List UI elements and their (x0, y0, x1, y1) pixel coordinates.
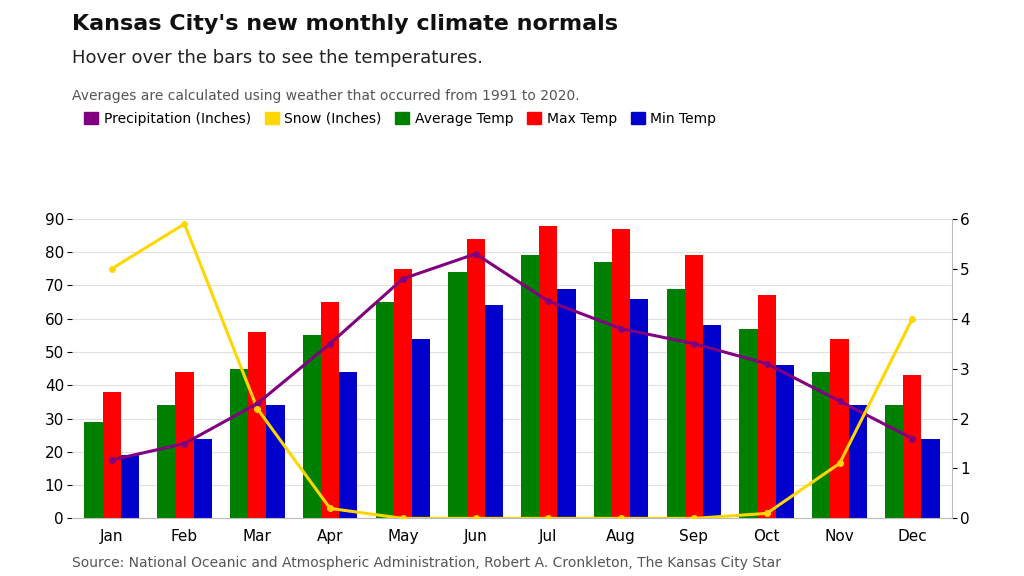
Bar (758, 295, 776, 518)
Bar (121, 455, 139, 518)
Text: Averages are calculated using weather that occurred from 1991 to 2020.: Averages are calculated using weather th… (72, 89, 580, 103)
Bar (521, 256, 540, 518)
Bar (321, 302, 339, 518)
Bar (467, 239, 484, 518)
Bar (339, 372, 357, 518)
Bar (594, 262, 612, 518)
Bar (885, 406, 903, 518)
Bar (739, 329, 758, 518)
Bar (175, 372, 194, 518)
Bar (484, 305, 503, 518)
Text: Hover over the bars to see the temperatures.: Hover over the bars to see the temperatu… (72, 49, 482, 67)
Bar (394, 269, 412, 518)
Bar (849, 406, 866, 518)
Bar (303, 335, 321, 518)
Bar (667, 289, 685, 518)
Bar (102, 392, 121, 518)
Bar (812, 372, 830, 518)
Bar (248, 332, 266, 518)
Bar (84, 422, 102, 518)
Bar (776, 365, 794, 518)
Legend: Precipitation (Inches), Snow (Inches), Average Temp, Max Temp, Min Temp: Precipitation (Inches), Snow (Inches), A… (79, 106, 722, 131)
Bar (630, 299, 648, 518)
Bar (449, 272, 467, 518)
Bar (158, 406, 175, 518)
Bar (557, 289, 575, 518)
Bar (922, 438, 940, 518)
Bar (685, 256, 703, 518)
Bar (612, 229, 630, 518)
Text: Kansas City's new monthly climate normals: Kansas City's new monthly climate normal… (72, 14, 617, 35)
Bar (230, 369, 248, 518)
Bar (376, 302, 394, 518)
Bar (903, 376, 922, 518)
Bar (266, 406, 285, 518)
Bar (703, 325, 721, 518)
Bar (540, 226, 557, 518)
Bar (412, 339, 430, 518)
Bar (830, 339, 849, 518)
Text: Source: National Oceanic and Atmospheric Administration, Robert A. Cronkleton, T: Source: National Oceanic and Atmospheric… (72, 556, 780, 570)
Bar (194, 438, 212, 518)
